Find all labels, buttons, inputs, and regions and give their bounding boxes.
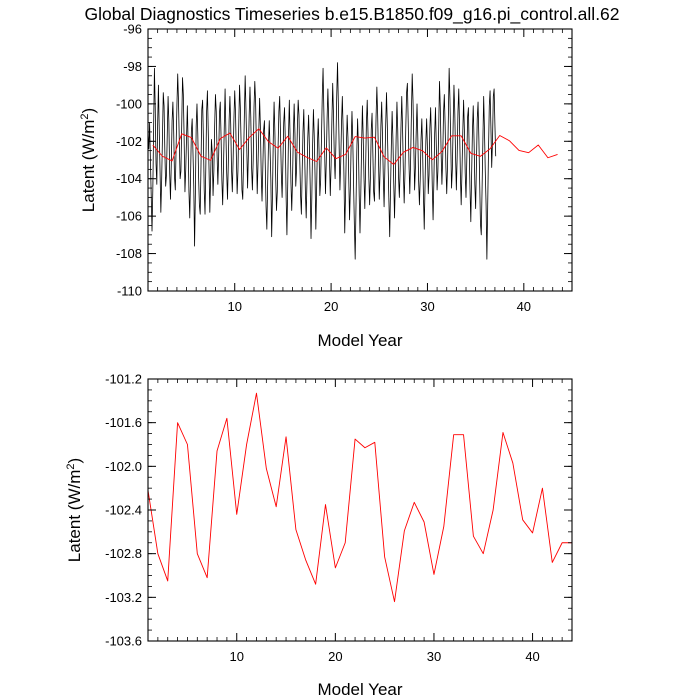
y-tick-label: -100 (116, 96, 142, 111)
y-tick-label: -110 (117, 284, 142, 299)
chart-title: Global Diagnostics Timeseries b.e15.B185… (84, 4, 619, 25)
y-axis-label-superscript: 2 (65, 463, 77, 469)
y-tick-label: -102 (116, 134, 142, 149)
x-tick-label: 20 (328, 649, 342, 664)
bottom-annual-plot: 10 20 30 40 -103.6 -103.2 -102.8 -102.4 -102.0 -1… (65, 372, 573, 699)
y-tick-label: -108 (116, 246, 142, 261)
y-tick-label: -101.6 (105, 415, 142, 430)
series-line-annual (152, 128, 558, 165)
y-tick-label: -102.4 (105, 503, 142, 518)
plot-frame (147, 28, 573, 292)
y-tick-label: -102.0 (105, 459, 142, 474)
series-line-monthly (148, 62, 497, 260)
y-tick-label: -106 (116, 209, 142, 224)
y-tick-label: -104 (116, 171, 142, 186)
y-axis-label-end: ) (65, 458, 84, 464)
y-tick-label: -101.2 (105, 372, 142, 387)
x-tick-label: 40 (517, 299, 531, 314)
x-tick-label: 10 (230, 649, 244, 664)
y-axis-label-superscript: 2 (79, 113, 91, 119)
plot-frame (147, 378, 573, 642)
y-axis-label-main: Latent (W/m (79, 120, 98, 213)
y-tick-label: -103.6 (105, 634, 142, 649)
x-tick-label: 20 (324, 299, 338, 314)
x-tick-label: 30 (420, 299, 434, 314)
top-timeseries-plot: 10 20 30 40 -110 -108 -106 -104 -102 -100 -98 -96 Mo… (79, 22, 573, 350)
y-tick-label: -102.8 (105, 546, 142, 561)
x-axis-label: Model Year (317, 331, 402, 350)
y-axis-label-main: Latent (W/m (65, 470, 84, 563)
series-line-annual (148, 392, 572, 603)
x-tick-label: 40 (525, 649, 539, 664)
y-axis-label-end: ) (79, 108, 98, 114)
y-tick-label: -98 (123, 59, 142, 74)
y-tick-label: -96 (123, 22, 142, 37)
x-tick-label: 30 (427, 649, 441, 664)
x-axis-label: Model Year (317, 680, 402, 699)
y-axis-label: Latent (W/m2) (79, 108, 98, 212)
y-axis-label: Latent (W/m2) (65, 458, 84, 562)
x-tick-label: 10 (227, 299, 241, 314)
y-tick-label: -103.2 (105, 590, 142, 605)
